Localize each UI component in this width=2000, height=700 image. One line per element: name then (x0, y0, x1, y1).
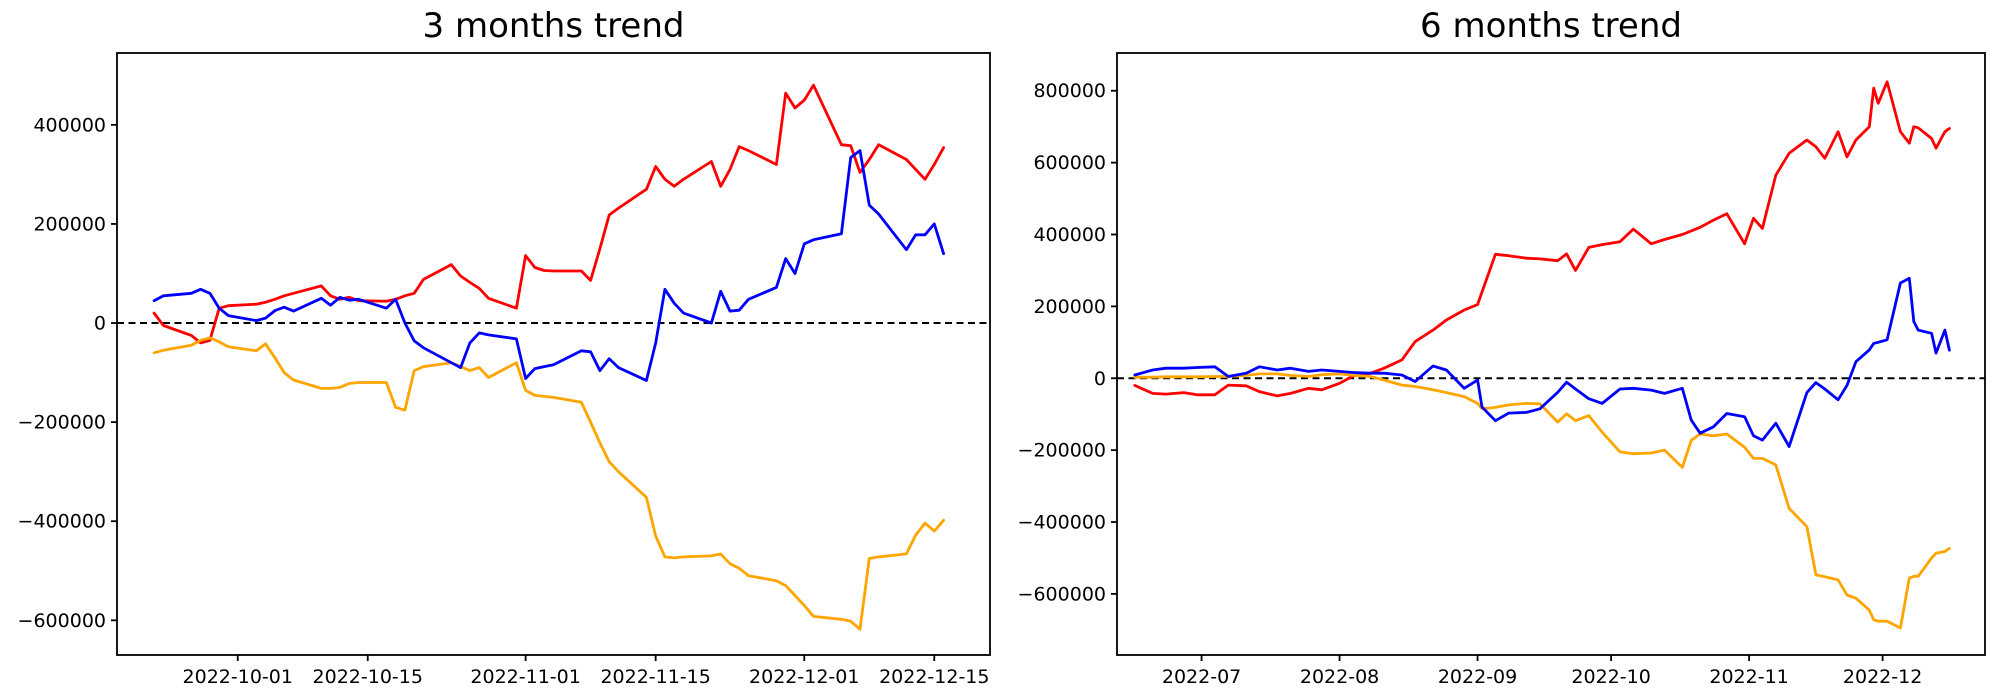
y-tick-label: 200000 (1033, 296, 1106, 318)
x-tick-label: 2022-10 (1571, 666, 1650, 688)
series-line-orange (152, 336, 945, 631)
y-tick-label: 600000 (1033, 152, 1106, 174)
x-tick-label: 2022-09 (1438, 666, 1517, 688)
chart-title: 6 months trend (1420, 6, 1682, 46)
y-tick-label: −400000 (18, 511, 106, 533)
series-line-orange (1133, 372, 1951, 630)
x-tick-label: 2022-11-15 (600, 666, 710, 688)
series-line-red (152, 83, 945, 345)
y-tick-label: 800000 (1033, 80, 1106, 102)
chart-3-months-trend: 3 months trend 2022-10-01 2022-10-15 2022-… (18, 6, 991, 688)
series-line-blue (1133, 276, 1951, 448)
y-tick-label: 0 (1094, 368, 1106, 390)
x-tick-label: 2022-10-01 (183, 666, 293, 688)
y-tick-label: −200000 (18, 412, 106, 434)
axes-frame (1116, 52, 1986, 656)
y-tick-label: −600000 (18, 610, 106, 632)
y-tick-label: −600000 (1018, 583, 1106, 605)
series-line-red (1133, 80, 1951, 398)
x-tick-label: 2022-08 (1300, 666, 1379, 688)
chart-3-months-canvas: 2022-10-01 2022-10-15 2022-11-01 2022-11-15… (18, 52, 991, 688)
x-tick-label: 2022-11 (1709, 666, 1788, 688)
y-tick-label: 400000 (1033, 224, 1106, 246)
x-tick-label: 2022-12 (1843, 666, 1922, 688)
y-tick-label: −200000 (1018, 440, 1106, 462)
chart-title: 3 months trend (422, 6, 685, 46)
y-tick-label: −400000 (1018, 512, 1106, 534)
series-line-blue (152, 149, 945, 382)
x-tick-label: 2022-12-15 (879, 666, 989, 688)
x-tick-label: 2022-12-01 (749, 666, 859, 688)
x-tick-label: 2022-10-15 (313, 666, 423, 688)
chart-6-months-trend: 6 months trend 2022-07 2022-08 2022-09 2022… (1000, 0, 2000, 700)
y-tick-label: 200000 (33, 213, 106, 235)
x-tick-label: 2022-11-01 (470, 666, 580, 688)
y-tick-label: 400000 (33, 114, 106, 136)
chart-6-months-canvas: 2022-07 2022-08 2022-09 2022-10 2022-11 2022-… (1018, 52, 1986, 688)
axes-frame (116, 52, 991, 656)
y-tick-label: 0 (94, 313, 106, 335)
x-tick-label: 2022-07 (1162, 666, 1241, 688)
